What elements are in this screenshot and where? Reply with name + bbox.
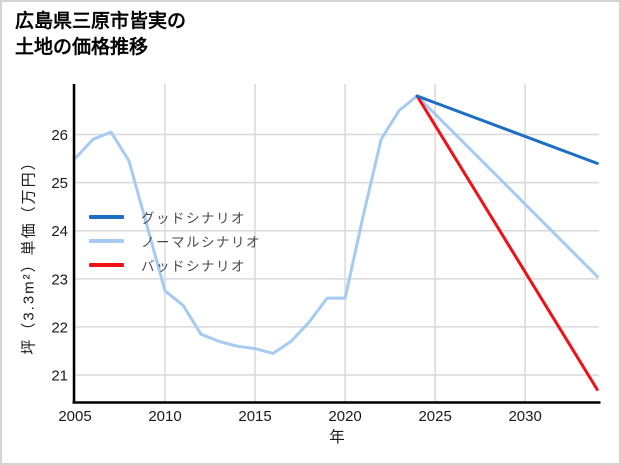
y-tick-label-21: 21: [51, 368, 68, 385]
y-axis-label: 坪（3.3m²）単価（万円）: [20, 153, 38, 355]
x-tick-label-2010: 2010: [148, 408, 181, 425]
legend-label-good-scenario: グッドシナリオ: [141, 211, 246, 226]
page-title: 広島県三原市皆実の 土地の価格推移: [15, 9, 186, 61]
x-tick-label-2020: 2020: [328, 408, 361, 425]
normal-scenario-with-history-line: [73, 94, 599, 355]
legend-item-bad-scenario: バッドシナリオ: [89, 258, 261, 274]
bad-scenario-line-swatch: [89, 263, 124, 267]
page-title-line2: 土地の価格推移: [15, 37, 149, 58]
x-tick-label-2025: 2025: [418, 408, 451, 425]
good-scenario-line-swatch: [89, 215, 124, 219]
good-scenario-line: [415, 94, 599, 165]
y-tick-label-23: 23: [51, 271, 68, 288]
x-tick-label-2030: 2030: [508, 408, 541, 425]
y-tick-label-25: 25: [51, 175, 68, 192]
x-tick-label-2015: 2015: [238, 408, 271, 425]
bad-scenario-line: [415, 94, 599, 391]
normal-scenario-line-swatch: [89, 239, 124, 243]
legend-item-normal-scenario: ノーマルシナリオ: [89, 234, 261, 250]
legend: グッドシナリオ ノーマルシナリオ バッドシナリオ: [89, 210, 261, 274]
page-title-line1: 広島県三原市皆実の: [15, 11, 187, 32]
y-tick-label-22: 22: [51, 319, 68, 336]
x-axis-label: 年: [329, 428, 345, 446]
legend-label-normal-scenario: ノーマルシナリオ: [141, 235, 261, 250]
y-tick-label-26: 26: [51, 127, 68, 144]
legend-item-good-scenario: グッドシナリオ: [89, 210, 261, 226]
x-tick-label-2005: 2005: [58, 408, 91, 425]
legend-label-bad-scenario: バッドシナリオ: [141, 259, 246, 274]
y-tick-label-24: 24: [51, 223, 68, 240]
